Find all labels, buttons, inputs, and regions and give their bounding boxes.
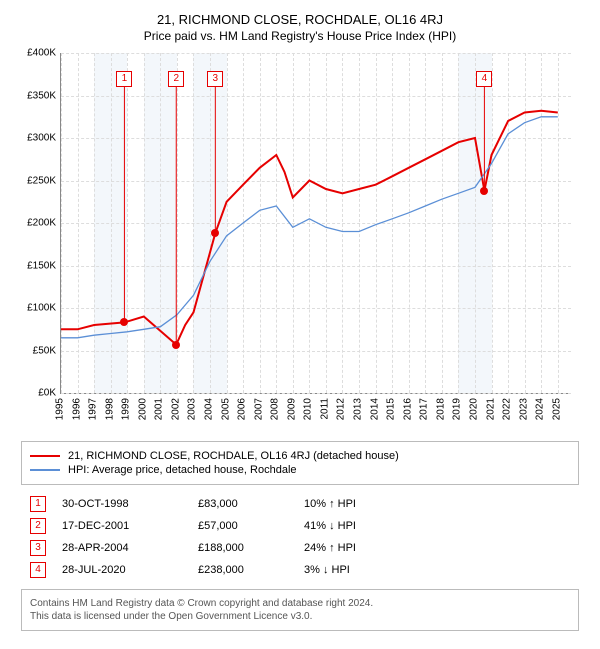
transaction-row: 4 28-JUL-2020 £238,000 3% ↓ HPI [30, 559, 570, 581]
transaction-marker [172, 341, 180, 349]
legend-item: 21, RICHMOND CLOSE, ROCHDALE, OL16 4RJ (… [30, 450, 570, 462]
x-axis-label: 2011 [319, 398, 330, 420]
transaction-price: £188,000 [198, 542, 288, 554]
x-axis-label: 2017 [419, 398, 430, 420]
transaction-diff: 3% ↓ HPI [304, 564, 350, 576]
legend-item: HPI: Average price, detached house, Roch… [30, 464, 570, 476]
x-axis-label: 2013 [353, 398, 364, 420]
legend-swatch [30, 469, 60, 470]
legend-label: 21, RICHMOND CLOSE, ROCHDALE, OL16 4RJ (… [68, 450, 399, 462]
price-chart: £0K£50K£100K£150K£200K£250K£300K£350K£40… [20, 53, 580, 433]
series-line [61, 117, 558, 338]
y-axis-label: £350K [27, 90, 56, 101]
x-axis-label: 2021 [485, 398, 496, 420]
y-axis-label: £200K [27, 218, 56, 229]
transaction-marker-label: 3 [207, 71, 223, 87]
transaction-date: 17-DEC-2001 [62, 520, 182, 532]
x-axis-label: 2018 [435, 398, 446, 420]
transaction-date: 28-APR-2004 [62, 542, 182, 554]
x-axis-label: 2012 [336, 398, 347, 420]
x-axis-label: 2004 [204, 398, 215, 420]
y-axis-label: £300K [27, 133, 56, 144]
x-axis-label: 2007 [253, 398, 264, 420]
x-axis-label: 2015 [386, 398, 397, 420]
x-axis-label: 2014 [369, 398, 380, 420]
x-axis-label: 2019 [452, 398, 463, 420]
transaction-marker-label: 4 [476, 71, 492, 87]
x-axis-label: 2006 [237, 398, 248, 420]
transaction-diff: 10% ↑ HPI [304, 498, 356, 510]
x-axis-label: 1996 [71, 398, 82, 420]
transaction-row: 3 28-APR-2004 £188,000 24% ↑ HPI [30, 537, 570, 559]
x-axis-label: 1995 [55, 398, 66, 420]
transaction-index: 4 [30, 562, 46, 578]
x-axis-label: 2005 [220, 398, 231, 420]
x-axis-label: 2009 [286, 398, 297, 420]
x-axis-label: 2023 [518, 398, 529, 420]
x-axis-label: 2022 [502, 398, 513, 420]
transaction-date: 28-JUL-2020 [62, 564, 182, 576]
legend-label: HPI: Average price, detached house, Roch… [68, 464, 297, 476]
x-axis-label: 2010 [303, 398, 314, 420]
footer-line-2: This data is licensed under the Open Gov… [30, 611, 570, 622]
y-axis-label: £400K [27, 48, 56, 59]
x-axis-label: 1997 [88, 398, 99, 420]
x-axis-label: 2003 [187, 398, 198, 420]
attribution: Contains HM Land Registry data © Crown c… [21, 589, 579, 631]
x-axis-label: 1999 [121, 398, 132, 420]
x-axis-label: 2024 [535, 398, 546, 420]
transaction-marker-label: 1 [116, 71, 132, 87]
chart-title: 21, RICHMOND CLOSE, ROCHDALE, OL16 4RJ [10, 12, 590, 27]
y-axis-label: £0K [38, 388, 56, 399]
y-axis-label: £100K [27, 303, 56, 314]
legend-swatch [30, 455, 60, 457]
x-axis-label: 2020 [468, 398, 479, 420]
y-axis-label: £50K [33, 345, 56, 356]
transaction-index: 3 [30, 540, 46, 556]
x-axis-label: 2000 [137, 398, 148, 420]
x-axis-label: 2002 [170, 398, 181, 420]
legend: 21, RICHMOND CLOSE, ROCHDALE, OL16 4RJ (… [21, 441, 579, 485]
transaction-diff: 24% ↑ HPI [304, 542, 356, 554]
transaction-marker [120, 318, 128, 326]
x-axis-label: 2008 [270, 398, 281, 420]
transaction-price: £238,000 [198, 564, 288, 576]
gridline-h [61, 393, 571, 394]
transaction-price: £57,000 [198, 520, 288, 532]
transactions-table: 1 30-OCT-1998 £83,000 10% ↑ HPI 2 17-DEC-2001… [30, 493, 570, 581]
transaction-diff: 41% ↓ HPI [304, 520, 356, 532]
footer-line-1: Contains HM Land Registry data © Crown c… [30, 598, 570, 609]
transaction-row: 2 17-DEC-2001 £57,000 41% ↓ HPI [30, 515, 570, 537]
transaction-marker-label: 2 [168, 71, 184, 87]
x-axis-label: 2025 [551, 398, 562, 420]
x-axis-label: 1998 [104, 398, 115, 420]
transaction-row: 1 30-OCT-1998 £83,000 10% ↑ HPI [30, 493, 570, 515]
x-axis-label: 2016 [402, 398, 413, 420]
series-line [61, 111, 558, 345]
transaction-index: 2 [30, 518, 46, 534]
transaction-marker [211, 229, 219, 237]
transaction-index: 1 [30, 496, 46, 512]
y-axis-label: £250K [27, 175, 56, 186]
chart-subtitle: Price paid vs. HM Land Registry's House … [10, 29, 590, 43]
x-axis-label: 2001 [154, 398, 165, 420]
y-axis-label: £150K [27, 260, 56, 271]
transaction-marker [480, 187, 488, 195]
transaction-date: 30-OCT-1998 [62, 498, 182, 510]
transaction-price: £83,000 [198, 498, 288, 510]
